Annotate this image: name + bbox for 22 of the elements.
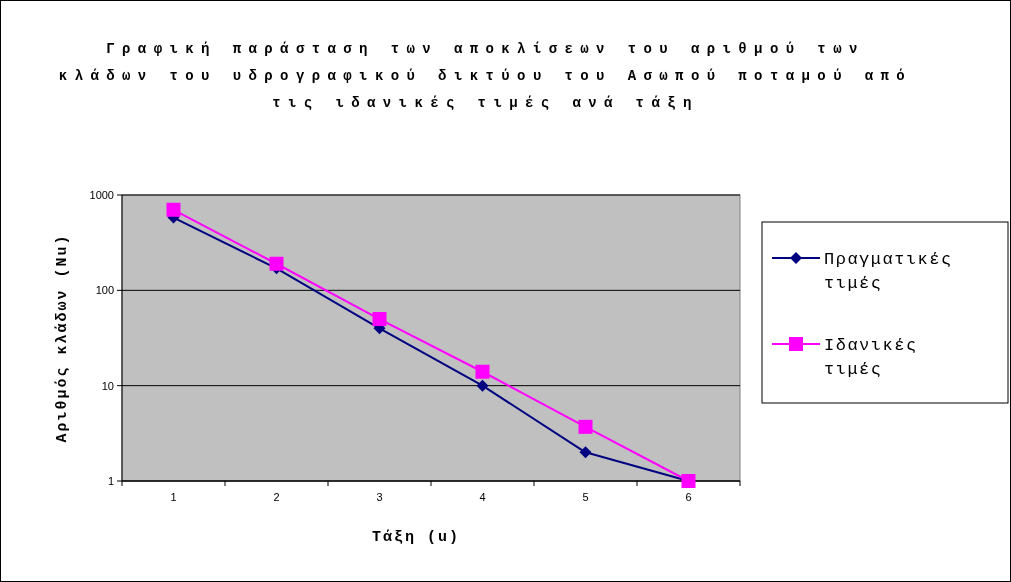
chart-title: Γραφική παράσταση των αποκλίσεων του αριθμού των κλάδων του υδρογραφικού δικτύου του Ασωπού ποταμού από τις ιδανικές τιμές ανά τάξη (58, 41, 913, 111)
y-tick-label: 10 (101, 379, 114, 392)
y-tick-label: 1 (107, 475, 114, 487)
point (578, 419, 593, 434)
point (372, 312, 387, 327)
y-axis-title: Αριθμός κλάδων (Nu) (54, 233, 71, 443)
x-tick-label: 2 (273, 491, 280, 503)
legend-label: Ιδανικές τιμές (824, 336, 918, 379)
point (166, 202, 181, 217)
point (269, 256, 284, 271)
y-tick-label: 1000 (89, 189, 114, 201)
x-tick-label: 6 (685, 491, 692, 503)
x-tick-label: 5 (582, 491, 589, 503)
x-tick-label: 3 (376, 491, 383, 503)
x-tick-label: 1 (170, 491, 177, 503)
x-tick-label: 4 (479, 491, 486, 503)
point (475, 364, 490, 379)
y-tick-label: 100 (95, 284, 114, 297)
x-axis-title: Τάξη (u) (371, 529, 461, 546)
legend-label: Πραγματικές τιμές (824, 250, 953, 293)
point (579, 446, 592, 459)
point (476, 379, 489, 392)
